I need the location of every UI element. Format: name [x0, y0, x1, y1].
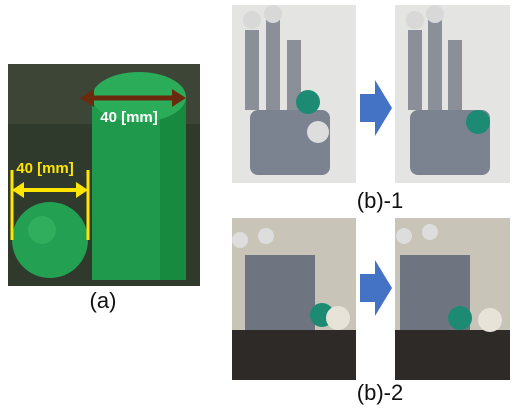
- photo-b1-after: [395, 5, 510, 183]
- caption: (a): [90, 288, 117, 313]
- caption: (b)-1: [357, 188, 403, 213]
- photo-b2-before: [232, 218, 356, 380]
- arrow: [360, 260, 392, 316]
- photo-b1-before: [232, 5, 356, 183]
- photo-b2-after: [395, 218, 510, 380]
- figure: 40 [mm] 40 [mm] (a) (b)-1: [0, 0, 515, 409]
- dimension-label: 40 [mm]: [16, 160, 74, 177]
- caption: (b)-2: [357, 380, 403, 405]
- arrow: [360, 80, 392, 136]
- dimension-label: 40 [mm]: [100, 109, 158, 126]
